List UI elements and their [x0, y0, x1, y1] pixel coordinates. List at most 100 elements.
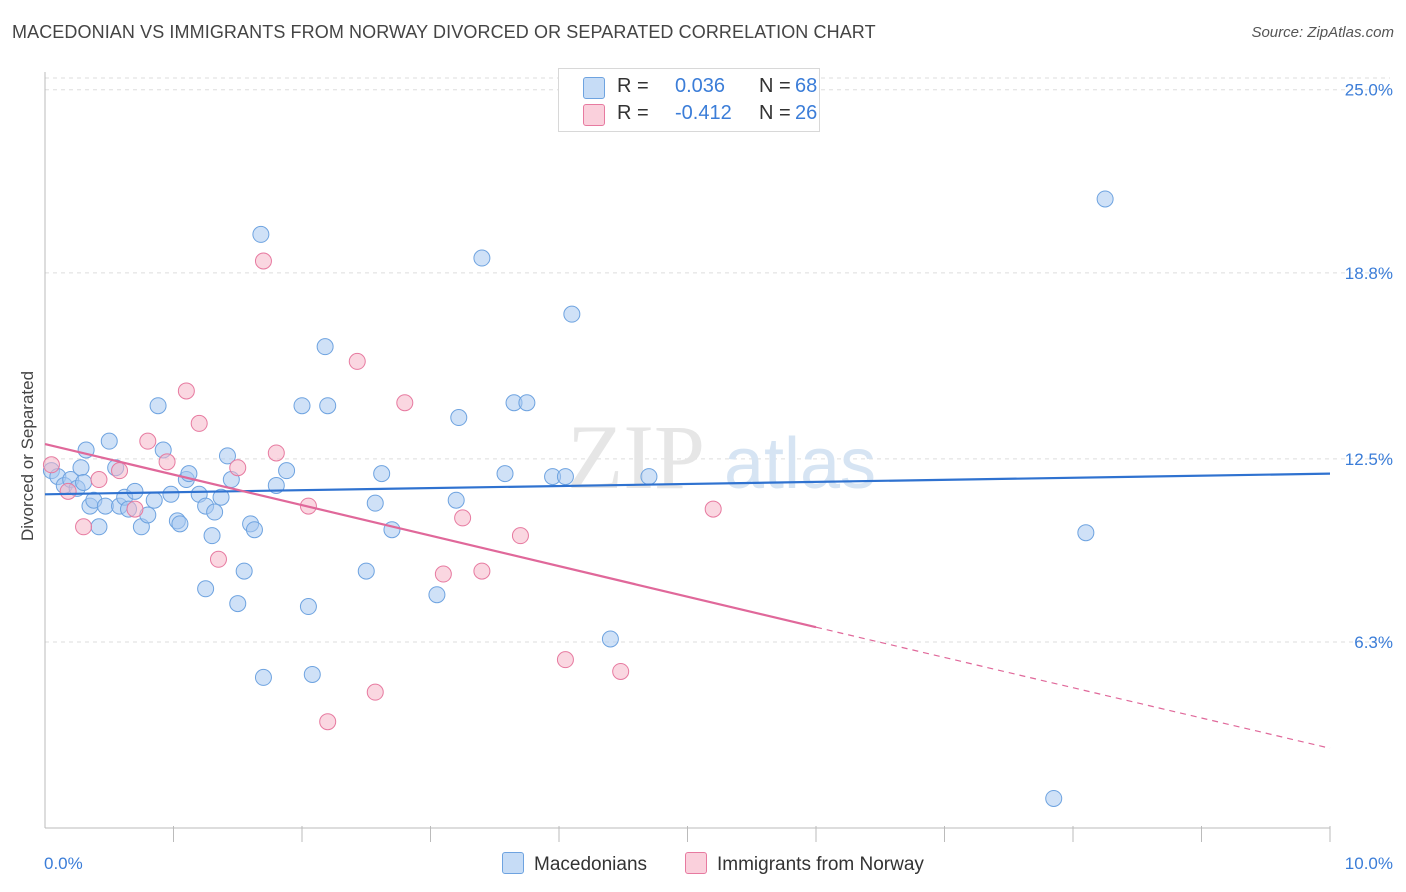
- point-macedonians: [206, 503, 224, 521]
- point-macedonians: [496, 465, 514, 483]
- point-macedonians: [447, 491, 465, 509]
- y-axis-label: Divorced or Separated: [18, 370, 37, 542]
- swatch-norway: [583, 104, 605, 126]
- point-macedonians: [556, 468, 574, 486]
- point-macedonians: [72, 459, 90, 477]
- point-macedonians: [473, 249, 491, 267]
- r-value: -0.412: [675, 102, 732, 124]
- point-macedonians: [100, 432, 118, 450]
- y-tick-label: 6.3%: [1354, 633, 1393, 652]
- point-macedonians: [126, 482, 144, 500]
- point-macedonians: [1077, 524, 1095, 542]
- point-macedonians: [162, 485, 180, 503]
- point-macedonians: [357, 562, 375, 580]
- point-norway: [42, 456, 60, 474]
- point-norway: [704, 500, 722, 518]
- point-macedonians: [299, 598, 317, 616]
- point-macedonians: [450, 409, 468, 427]
- n-value: 26: [795, 102, 818, 124]
- point-norway: [59, 482, 77, 500]
- trend-lines: [44, 443, 1331, 749]
- point-norway: [139, 432, 157, 450]
- point-macedonians: [75, 473, 93, 491]
- point-macedonians: [197, 580, 215, 598]
- point-macedonians: [366, 494, 384, 512]
- point-macedonians: [245, 521, 263, 539]
- point-macedonians: [235, 562, 253, 580]
- point-macedonians: [171, 515, 189, 533]
- point-macedonians: [640, 468, 658, 486]
- point-norway: [396, 394, 414, 412]
- point-macedonians: [218, 447, 236, 465]
- watermark-zip: ZIP: [567, 406, 705, 508]
- trend-line-norway-extension: [815, 626, 1331, 749]
- point-norway: [126, 500, 144, 518]
- r-label: R =: [617, 102, 649, 124]
- point-macedonians: [1045, 789, 1063, 807]
- swatch-macedonians: [583, 77, 605, 99]
- legend-label-macedonians: Macedonians: [534, 854, 648, 875]
- x-tick-label: 10.0%: [1345, 854, 1393, 873]
- legend-item-norway: Immigrants from Norway: [685, 852, 924, 876]
- point-macedonians: [316, 338, 334, 356]
- point-macedonians: [96, 497, 114, 515]
- stats-legend: R = 0.036 N = 68 R = -0.412 N = 26: [558, 68, 820, 132]
- y-tick-label: 18.8%: [1345, 264, 1393, 283]
- point-macedonians: [303, 665, 321, 683]
- point-macedonians: [252, 225, 270, 243]
- point-norway: [209, 550, 227, 568]
- point-macedonians: [518, 394, 536, 412]
- point-macedonians: [278, 462, 296, 480]
- data-points: [42, 190, 1114, 807]
- point-macedonians: [90, 518, 108, 536]
- point-macedonians: [254, 668, 272, 686]
- point-macedonians: [1096, 190, 1114, 208]
- n-label: N =: [759, 102, 791, 124]
- point-norway: [612, 662, 630, 680]
- r-value: 0.036: [675, 75, 726, 97]
- point-norway: [111, 462, 129, 480]
- n-label: N =: [759, 75, 791, 97]
- point-norway: [90, 471, 108, 489]
- point-norway: [319, 713, 337, 731]
- point-macedonians: [373, 465, 391, 483]
- point-macedonians: [145, 491, 163, 509]
- point-norway: [434, 565, 452, 583]
- point-macedonians: [601, 630, 619, 648]
- axes: [44, 72, 1331, 842]
- point-norway: [75, 518, 93, 536]
- point-macedonians: [203, 527, 221, 545]
- point-norway: [556, 651, 574, 669]
- trend-line-macedonians: [44, 472, 1331, 496]
- point-macedonians: [293, 397, 311, 415]
- point-macedonians: [428, 586, 446, 604]
- point-norway: [158, 453, 176, 471]
- watermark-atlas: atlas: [724, 424, 876, 504]
- tick-labels: 6.3% 12.5% 18.8% 25.0% 0.0% 10.0%: [44, 81, 1393, 873]
- point-norway: [190, 414, 208, 432]
- legend-label-norway: Immigrants from Norway: [717, 854, 924, 875]
- point-norway: [254, 252, 272, 270]
- point-norway: [366, 683, 384, 701]
- legend-swatch-macedonians: [502, 852, 524, 874]
- gridlines: [45, 77, 1390, 643]
- legend-swatch-norway: [685, 852, 707, 874]
- y-tick-label: 25.0%: [1345, 81, 1393, 100]
- n-value: 68: [795, 75, 818, 97]
- point-macedonians: [212, 488, 230, 506]
- point-macedonians: [563, 305, 581, 323]
- x-tick-label: 0.0%: [44, 854, 83, 873]
- legend-item-macedonians: Macedonians: [502, 852, 647, 876]
- point-macedonians: [149, 397, 167, 415]
- point-norway: [267, 444, 285, 462]
- point-macedonians: [319, 397, 337, 415]
- point-norway: [177, 382, 195, 400]
- source-label: Source: ZipAtlas.com: [1251, 24, 1394, 41]
- r-label: R =: [617, 75, 649, 97]
- trend-line-norway: [44, 443, 817, 629]
- point-norway: [454, 509, 472, 527]
- point-norway: [473, 562, 491, 580]
- y-tick-label: 12.5%: [1345, 450, 1393, 469]
- point-norway: [229, 459, 247, 477]
